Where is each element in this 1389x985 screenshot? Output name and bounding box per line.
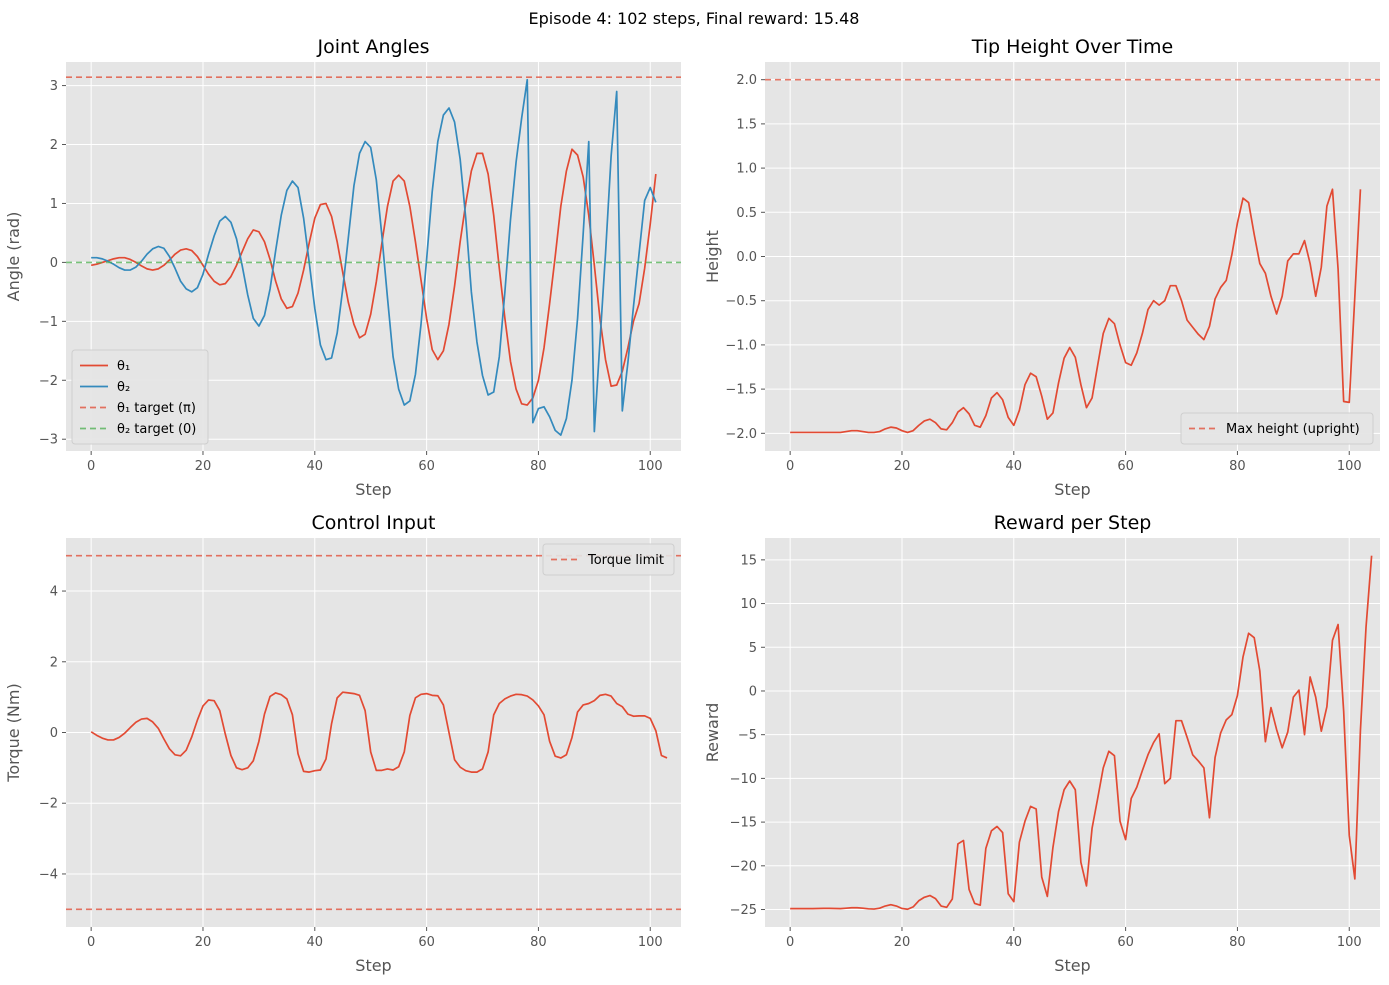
y-tick-label: −2 — [39, 374, 58, 389]
y-tick-label: −15 — [730, 816, 757, 831]
legend-label: θ₂ — [117, 380, 130, 395]
reward-per-step-chart: 0 20 40 60 80 100 −25 −20 −15 −10 −5 0 5 10 15 Reward p… — [703, 512, 1380, 975]
x-tick-label: 0 — [87, 459, 95, 474]
x-tick-label: 80 — [1229, 935, 1246, 950]
y-axis-label: Torque (Nm) — [4, 683, 23, 782]
legend: θ₁ θ₂ θ₁ target (π) θ₂ target (0) — [71, 349, 209, 445]
y-tick-label: −2.0 — [725, 427, 757, 442]
y-axis-label: Reward — [703, 703, 722, 763]
legend-box — [71, 349, 209, 445]
legend-box — [542, 543, 675, 576]
y-tick-label: −0.5 — [725, 294, 757, 309]
y-tick-label: 0.0 — [736, 250, 757, 265]
x-axis-label: Step — [355, 956, 391, 975]
chart-title: Tip Height Over Time — [971, 36, 1174, 58]
x-tick-label: 80 — [530, 935, 547, 950]
x-tick-label: 100 — [638, 459, 663, 474]
y-tick-label: 2 — [50, 655, 58, 670]
x-tick-label: 20 — [894, 935, 911, 950]
x-tick-label: 0 — [786, 935, 794, 950]
x-tick-label: 20 — [894, 459, 911, 474]
y-tick-label: 5 — [749, 641, 757, 656]
y-tick-label: −25 — [730, 903, 757, 918]
y-tick-label: 0.5 — [736, 206, 757, 221]
legend-label: θ₁ — [117, 359, 130, 374]
legend-label: θ₁ target (π) — [117, 401, 196, 416]
x-axis-label: Step — [355, 480, 391, 499]
x-tick-label: 60 — [418, 935, 435, 950]
legend: Torque limit — [542, 543, 675, 576]
legend-label: Max height (upright) — [1226, 422, 1360, 437]
y-axis-label: Height — [703, 230, 722, 283]
x-tick-label: 60 — [1117, 935, 1134, 950]
x-tick-label: 100 — [1337, 459, 1362, 474]
y-tick-label: 1.5 — [736, 117, 757, 132]
figure-suptitle: Episode 4: 102 steps, Final reward: 15.4… — [529, 9, 860, 28]
y-tick-label: 0 — [50, 256, 58, 271]
y-tick-label: 10 — [740, 597, 757, 612]
legend: Max height (upright) — [1180, 412, 1374, 445]
y-tick-label: −2 — [39, 797, 58, 812]
tip-height-chart: 0 20 40 60 80 100 −2.0 −1.5 −1.0 −0.5 0.0 0.5 1.0 1.5… — [703, 36, 1380, 499]
x-tick-label: 40 — [1006, 459, 1023, 474]
y-tick-label: −4 — [39, 867, 58, 882]
y-tick-label: 15 — [740, 553, 757, 568]
x-tick-label: 40 — [307, 935, 324, 950]
x-tick-label: 20 — [195, 935, 212, 950]
series-line-tip-height — [790, 188, 1362, 434]
y-tick-label: −3 — [39, 433, 58, 448]
series-line-torque — [90, 691, 668, 773]
legend-label: Torque limit — [587, 553, 664, 568]
y-tick-label: 2.0 — [736, 73, 757, 88]
y-tick-label: −1 — [39, 315, 58, 330]
y-tick-label: 0 — [749, 684, 757, 699]
series-line-theta1 — [90, 148, 657, 406]
x-axis-label: Step — [1054, 480, 1090, 499]
y-tick-label: 3 — [50, 79, 58, 94]
y-tick-label: −1.5 — [725, 383, 757, 398]
x-axis-label: Step — [1054, 956, 1090, 975]
x-tick-label: 100 — [1337, 935, 1362, 950]
chart-title: Joint Angles — [316, 36, 429, 58]
x-tick-label: 20 — [195, 459, 212, 474]
series-line-theta2 — [91, 78, 657, 436]
x-tick-label: 80 — [530, 459, 547, 474]
y-tick-label: 2 — [50, 138, 58, 153]
y-tick-label: 1.0 — [736, 162, 757, 177]
x-tick-label: 0 — [786, 459, 794, 474]
y-tick-label: −10 — [730, 772, 757, 787]
legend-label: θ₂ target (0) — [117, 422, 196, 437]
y-tick-label: 0 — [50, 726, 58, 741]
x-tick-label: 80 — [1229, 459, 1246, 474]
chart-title: Control Input — [312, 512, 436, 534]
y-tick-label: 1 — [50, 197, 58, 212]
x-tick-label: 60 — [1117, 459, 1134, 474]
legend-box — [1180, 412, 1374, 445]
x-tick-label: 60 — [418, 459, 435, 474]
x-tick-label: 0 — [87, 935, 95, 950]
y-tick-label: −1.0 — [725, 338, 757, 353]
control-input-chart: 0 20 40 60 80 100 −4 −2 0 2 4 Control Input Step Torq… — [4, 512, 681, 975]
y-axis-label: Angle (rad) — [4, 212, 23, 302]
y-tick-label: −5 — [738, 728, 757, 743]
x-tick-label: 40 — [1006, 935, 1023, 950]
joint-angles-chart: 0 20 40 60 80 100 −3 −2 −1 0 1 2 3 Joint Angles Step An… — [4, 36, 681, 499]
x-tick-label: 40 — [307, 459, 324, 474]
x-tick-label: 100 — [638, 935, 663, 950]
chart-title: Reward per Step — [994, 512, 1152, 534]
y-tick-label: 4 — [50, 585, 58, 600]
series-line-reward — [790, 555, 1373, 911]
y-tick-label: −20 — [730, 859, 757, 874]
